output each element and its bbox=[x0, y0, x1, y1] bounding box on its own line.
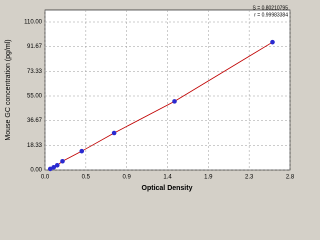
y-tick-label: 55.00 bbox=[27, 94, 43, 100]
point bbox=[172, 99, 177, 104]
x-tick-label: 0.5 bbox=[82, 175, 91, 181]
x-tick-label: 1.4 bbox=[163, 175, 172, 181]
point bbox=[270, 39, 275, 45]
x-tick-label: 1.9 bbox=[204, 175, 213, 181]
x-tick-label: 0.0 bbox=[41, 175, 50, 181]
y-tick-label: 91.67 bbox=[27, 44, 43, 50]
point bbox=[54, 162, 60, 168]
point bbox=[60, 158, 65, 164]
y-axis-label: Mouse GC concentration (pg/ml) bbox=[5, 39, 12, 140]
x-tick-label: 0.9 bbox=[122, 175, 131, 181]
annotation: r = 0.99983384 bbox=[254, 12, 288, 18]
y-tick-label: 36.67 bbox=[27, 118, 43, 124]
y-tick-label: 0.00 bbox=[30, 168, 42, 174]
point bbox=[47, 166, 53, 172]
y-tick-label: 110.00 bbox=[24, 20, 43, 26]
chart: Optical Density Mouse GC concentration (… bbox=[4, 5, 295, 192]
x-axis-label: Optical Density bbox=[142, 185, 193, 192]
point bbox=[79, 148, 85, 154]
y-tick-label: 73.33 bbox=[27, 69, 43, 75]
point bbox=[51, 165, 57, 170]
x-tick-label: 2.3 bbox=[245, 175, 254, 181]
point bbox=[111, 130, 117, 136]
x-tick-label: 2.8 bbox=[286, 175, 295, 181]
y-tick-label: 18.33 bbox=[27, 143, 43, 149]
annotation: S = 0.80210795 bbox=[253, 5, 289, 11]
